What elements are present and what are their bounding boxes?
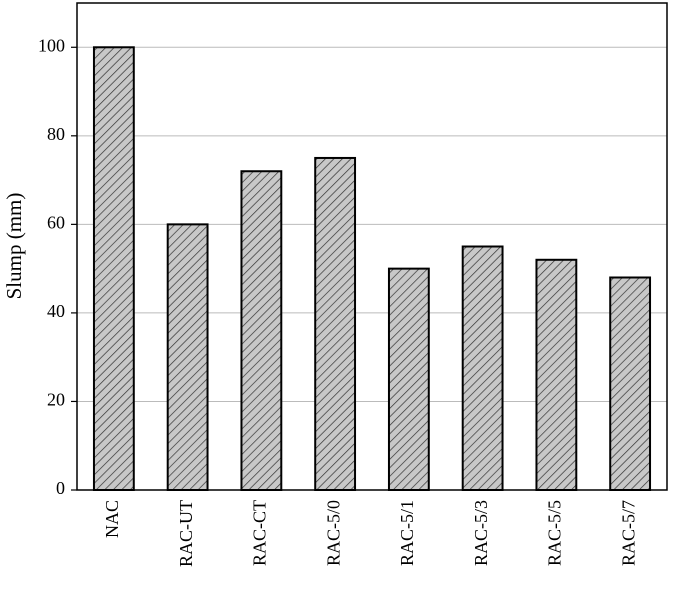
y-tick-label: 40 (47, 301, 65, 321)
bar (166, 223, 209, 491)
bar (609, 276, 652, 491)
y-tick-label: 100 (38, 35, 65, 55)
x-tick-label: RAC-UT (176, 500, 196, 567)
y-tick-label: 80 (47, 124, 65, 144)
x-tick-label: RAC-5/7 (618, 500, 638, 566)
x-tick-label: RAC-5/1 (397, 500, 417, 566)
x-tick-label: NAC (102, 500, 122, 538)
bar (535, 258, 578, 492)
bar (240, 170, 283, 491)
x-tick-label: RAC-5/3 (471, 500, 491, 566)
y-axis-title: Slump (mm) (2, 193, 26, 300)
bar (314, 156, 357, 491)
x-tick-label: RAC-5/5 (545, 500, 565, 566)
bar (92, 46, 135, 491)
x-tick-label: RAC-CT (250, 500, 270, 566)
y-tick-label: 0 (56, 478, 65, 498)
bar (387, 267, 430, 491)
y-tick-label: 20 (47, 390, 65, 410)
y-tick-label: 60 (47, 212, 65, 232)
plot-frame (76, 2, 668, 491)
bar (461, 245, 504, 491)
x-tick-label: RAC-5/0 (323, 500, 343, 566)
